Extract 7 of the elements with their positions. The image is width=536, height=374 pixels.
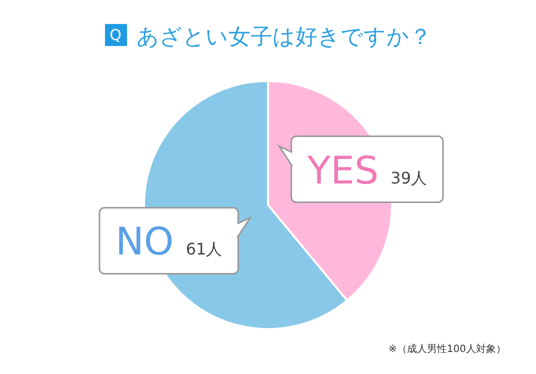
data-label: 39人 (390, 168, 428, 188)
slice-label: YES (306, 148, 379, 192)
data-label: 61人 (186, 240, 222, 259)
chart-title: あざとい女子は好きですか？ (136, 25, 432, 50)
slice-label: NO (115, 220, 174, 264)
text: Q (104, 24, 126, 46)
text: ※（成人男性100人対象） (388, 342, 506, 356)
